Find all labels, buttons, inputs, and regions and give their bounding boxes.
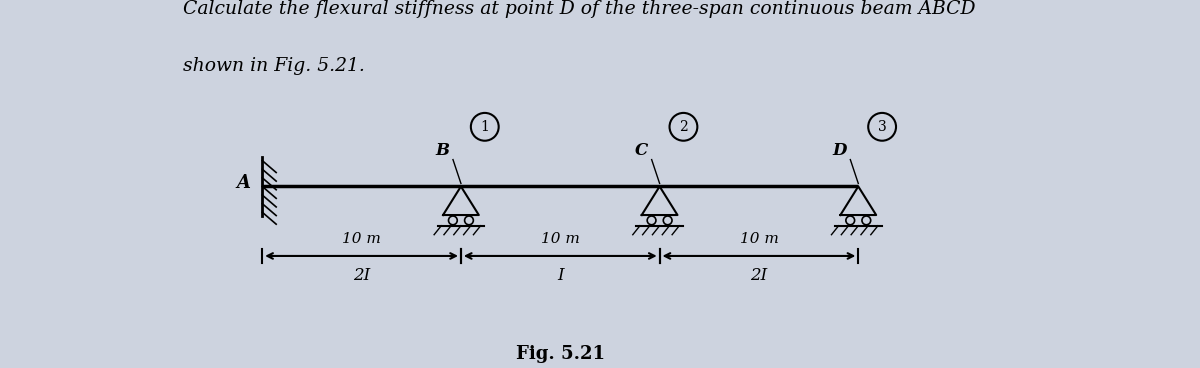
Text: 10 m: 10 m — [342, 232, 382, 246]
Text: 10 m: 10 m — [739, 232, 779, 246]
Text: C: C — [635, 142, 648, 159]
Text: 2: 2 — [679, 120, 688, 134]
Text: Calculate the flexural stiffness at point D of the three-span continuous beam AB: Calculate the flexural stiffness at poin… — [182, 0, 976, 18]
Text: I: I — [557, 267, 564, 284]
Text: shown in Fig. 5.21.: shown in Fig. 5.21. — [182, 57, 365, 75]
Text: B: B — [436, 142, 449, 159]
Text: D: D — [832, 142, 846, 159]
Text: Fig. 5.21: Fig. 5.21 — [516, 345, 605, 363]
Text: A: A — [236, 174, 251, 192]
Text: 10 m: 10 m — [541, 232, 580, 246]
Text: 3: 3 — [877, 120, 887, 134]
Text: 2I: 2I — [750, 267, 768, 284]
Text: 1: 1 — [480, 120, 490, 134]
Text: 2I: 2I — [353, 267, 371, 284]
